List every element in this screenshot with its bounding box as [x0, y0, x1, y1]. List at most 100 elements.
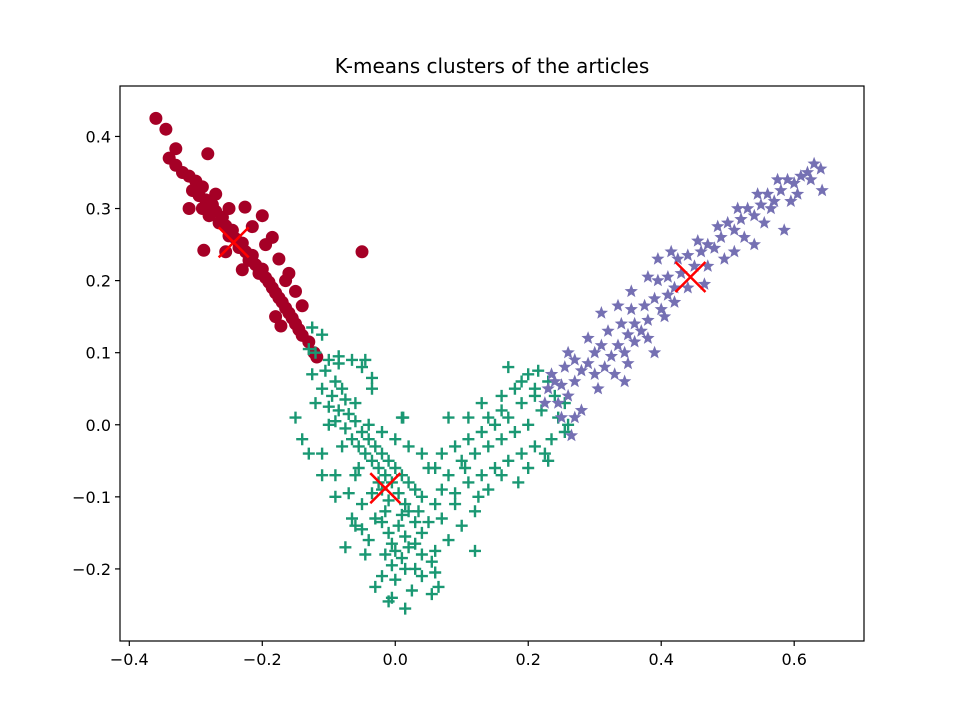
data-point-plus — [332, 350, 345, 363]
data-point-star — [687, 259, 702, 272]
data-point-star — [714, 230, 728, 243]
data-point-plus — [462, 411, 475, 424]
data-point-plus — [475, 469, 488, 482]
data-point-plus — [322, 353, 335, 366]
data-point-plus — [302, 343, 315, 356]
data-point-plus — [442, 411, 455, 424]
x-tick-label: 0.4 — [648, 650, 673, 669]
data-point-plus — [399, 602, 412, 615]
data-point-circle — [302, 335, 316, 349]
data-point-plus — [352, 462, 365, 474]
data-point-circle — [159, 122, 173, 136]
data-point-plus — [405, 584, 418, 597]
data-point-plus — [339, 422, 352, 435]
data-point-plus — [415, 570, 428, 583]
data-point-star — [634, 324, 648, 337]
data-point-star — [564, 428, 579, 442]
data-point-plus — [528, 389, 541, 402]
data-point-plus — [346, 433, 358, 446]
data-point-star — [544, 367, 559, 380]
data-point-star — [651, 252, 665, 265]
data-point-star — [641, 331, 655, 344]
data-point-plus — [389, 462, 402, 474]
data-point-plus — [379, 469, 392, 482]
data-point-plus — [442, 469, 455, 482]
data-point-plus — [425, 555, 438, 568]
data-point-plus — [349, 469, 362, 482]
data-point-plus — [409, 537, 422, 550]
data-point-star — [691, 234, 705, 247]
data-point-plus — [306, 321, 319, 334]
data-point-plus — [362, 534, 375, 547]
data-point-star — [711, 219, 725, 233]
data-point-plus — [542, 454, 555, 467]
data-point-plus — [502, 411, 515, 424]
data-point-plus — [515, 447, 528, 460]
y-tick-label: −0.1 — [72, 488, 111, 507]
data-point-star — [701, 259, 715, 272]
data-point-star — [807, 156, 821, 170]
data-point-plus — [395, 552, 408, 565]
data-point-circle — [235, 263, 249, 277]
data-point-plus — [349, 415, 362, 428]
data-point-plus — [392, 519, 405, 532]
data-point-plus — [382, 494, 395, 507]
data-point-star — [568, 374, 582, 388]
data-point-plus — [455, 454, 468, 467]
data-point-plus — [339, 393, 352, 406]
data-point-plus — [455, 519, 468, 532]
data-point-star — [628, 334, 642, 348]
data-point-plus — [342, 408, 355, 420]
centroid-marker — [217, 226, 250, 259]
data-point-star — [790, 187, 805, 200]
data-point-star — [747, 237, 761, 251]
data-point-star — [727, 223, 741, 236]
data-point-plus — [435, 512, 448, 525]
data-point-star — [794, 169, 808, 182]
data-point-plus — [359, 447, 372, 460]
centroid-marker — [369, 472, 402, 505]
data-point-plus — [508, 382, 521, 395]
data-point-star — [558, 360, 572, 373]
data-point-circle — [201, 147, 215, 161]
data-point-star — [574, 403, 589, 416]
data-point-star — [784, 194, 798, 207]
data-point-plus — [528, 440, 541, 453]
data-point-star — [574, 363, 589, 377]
data-point-plus — [522, 462, 535, 474]
y-tick-label: 0.1 — [86, 344, 111, 363]
data-point-star — [741, 201, 755, 215]
data-point-star — [641, 270, 655, 283]
data-point-star — [554, 410, 569, 424]
data-point-plus — [409, 562, 422, 575]
data-point-star — [594, 306, 608, 319]
data-point-plus — [435, 483, 448, 496]
data-point-star — [780, 172, 795, 186]
data-point-plus — [402, 476, 415, 489]
data-point-plus — [495, 433, 508, 446]
data-point-plus — [429, 498, 442, 511]
data-point-star — [754, 197, 768, 211]
data-point-star — [601, 324, 615, 337]
data-point-plus — [415, 526, 428, 539]
data-point-star — [621, 327, 635, 341]
data-point-plus — [459, 462, 472, 474]
data-point-circle — [289, 284, 302, 298]
data-point-star — [661, 288, 675, 301]
data-point-plus — [389, 544, 402, 557]
data-point-plus — [362, 433, 375, 446]
data-point-star — [628, 316, 642, 330]
data-point-star — [614, 316, 628, 330]
data-point-circle — [279, 274, 293, 288]
data-point-star — [588, 345, 602, 359]
data-point-star — [721, 215, 735, 229]
data-point-star — [717, 252, 731, 265]
data-point-plus — [502, 361, 515, 374]
data-point-plus — [329, 469, 342, 482]
data-point-plus — [422, 516, 435, 529]
data-point-plus — [316, 328, 329, 341]
data-point-circle — [272, 252, 286, 266]
data-point-star — [787, 176, 801, 189]
data-point-plus — [359, 353, 372, 366]
